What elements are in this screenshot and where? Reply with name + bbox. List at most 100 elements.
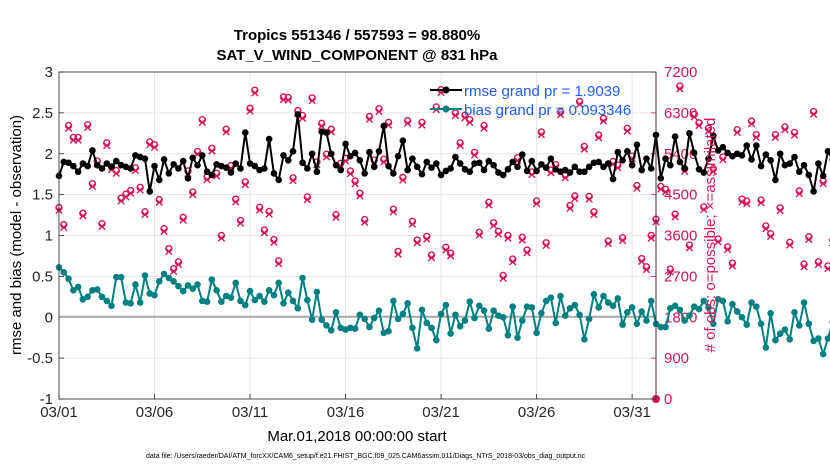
rmse-point — [504, 165, 512, 173]
bias-point — [175, 282, 182, 290]
bias-point — [246, 287, 254, 295]
bias-point — [275, 279, 282, 287]
bias-point — [98, 293, 106, 301]
obs-assimilated-stroke — [771, 133, 780, 142]
obs-assimilated-stroke — [647, 234, 655, 242]
obs-assimilated-marker — [389, 208, 398, 216]
obs-assimilated-marker — [122, 193, 130, 201]
obs-assimilated-stroke — [747, 120, 756, 128]
rmse-point — [614, 148, 622, 156]
rmse-point — [518, 151, 526, 158]
bias-point — [624, 309, 631, 316]
obs-assimilated-marker — [360, 218, 369, 227]
rmse-point — [824, 147, 830, 155]
rmse-point — [523, 167, 531, 175]
obs-assimilated-stroke — [566, 204, 574, 212]
obs-assimilated-stroke — [346, 170, 355, 178]
rmse-point — [351, 149, 359, 157]
bias-point — [628, 304, 636, 311]
rmse-point — [184, 174, 192, 182]
rmse-point — [757, 162, 765, 170]
obs-assimilated-stroke — [356, 192, 364, 200]
obs-assimilated-marker — [351, 180, 359, 188]
rmse-point — [795, 168, 803, 176]
bias-point — [433, 336, 440, 344]
rmse-point — [509, 158, 517, 166]
bias-point — [748, 299, 755, 306]
obs-assimilated-stroke — [98, 222, 106, 231]
obs-assimilated-stroke — [413, 239, 421, 247]
obs-assimilated-marker — [819, 180, 827, 188]
bias-point — [280, 300, 287, 307]
obs-assimilated-marker — [332, 213, 340, 222]
obs-assimilated-stroke — [275, 259, 283, 268]
obs-assimilated-marker — [642, 265, 651, 274]
obs-assimilated-stroke — [475, 231, 483, 239]
obs-assimilated-stroke — [723, 245, 732, 254]
y2-tick-label: 4500 — [664, 187, 697, 204]
bias-point — [409, 324, 416, 332]
rmse-point — [103, 160, 111, 167]
legend: rmse grand pr = 1.9039 bias grand pr = 0… — [430, 83, 631, 119]
bias-point — [538, 309, 545, 317]
rmse-point — [280, 152, 287, 159]
obs-assimilated-stroke — [757, 199, 765, 207]
obs-assimilated-marker — [251, 89, 259, 97]
rmse-point — [528, 157, 536, 165]
x-tick-label: 03/11 — [232, 404, 268, 421]
rmse-point — [394, 152, 402, 160]
obs-assimilated-marker — [399, 176, 407, 184]
bias-point — [84, 293, 91, 301]
rmse-point — [170, 161, 177, 168]
obs-assimilated-marker — [103, 141, 111, 150]
y-tick-label: 1 — [45, 228, 53, 245]
rmse-point — [313, 168, 321, 176]
x-tick-label: 03/21 — [422, 404, 460, 421]
x-tick-label: 03/26 — [518, 404, 556, 421]
rmse-point — [786, 160, 794, 167]
obs-assimilated-stroke — [795, 190, 803, 198]
obs-assimilated-marker — [790, 131, 799, 139]
bias-point — [385, 327, 392, 335]
obs-assimilated-stroke — [375, 107, 383, 116]
obs-assimilated-stroke — [580, 145, 589, 153]
obs-assimilated-stroke — [776, 206, 784, 215]
bias-point — [676, 306, 684, 314]
obs-assimilated-stroke — [666, 268, 675, 276]
rmse-point — [175, 165, 182, 172]
obs-assimilated-stroke — [733, 128, 741, 137]
bias-point — [776, 330, 784, 337]
obs-assimilated-marker — [762, 224, 770, 233]
bias-point — [595, 304, 602, 311]
rmse-point — [490, 161, 497, 169]
obs-assimilated-marker — [236, 219, 245, 227]
obs-assimilated-stroke — [160, 227, 168, 236]
obs-assimilated-marker — [88, 182, 97, 191]
obs-assimilated-stroke — [251, 89, 259, 97]
bias-point — [113, 273, 120, 281]
obs-assimilated-marker — [146, 140, 154, 149]
rmse-point — [222, 164, 230, 171]
obs-assimilated-marker — [198, 118, 206, 127]
rmse-point — [705, 155, 712, 162]
bias-point — [447, 330, 454, 337]
bias-point — [743, 321, 751, 328]
obs-assimilated-stroke — [212, 172, 221, 180]
bias-point — [232, 279, 240, 287]
rmse-point — [724, 149, 731, 157]
obs-assimilated-stroke — [766, 232, 775, 241]
bias-point — [261, 298, 268, 306]
bias-point — [695, 305, 703, 313]
rmse-point — [70, 162, 77, 170]
rmse-point — [84, 162, 91, 170]
bias-point — [318, 316, 325, 324]
bias-point — [772, 336, 779, 344]
bias-point — [308, 316, 316, 324]
obs-assimilated-marker — [657, 185, 665, 193]
bias-point — [189, 285, 197, 292]
obs-assimilated-marker — [604, 239, 612, 248]
rmse-point — [662, 155, 669, 162]
y2-tick-label: 900 — [664, 350, 689, 367]
obs-assimilated-marker — [532, 200, 541, 208]
rmse-point — [93, 161, 101, 169]
